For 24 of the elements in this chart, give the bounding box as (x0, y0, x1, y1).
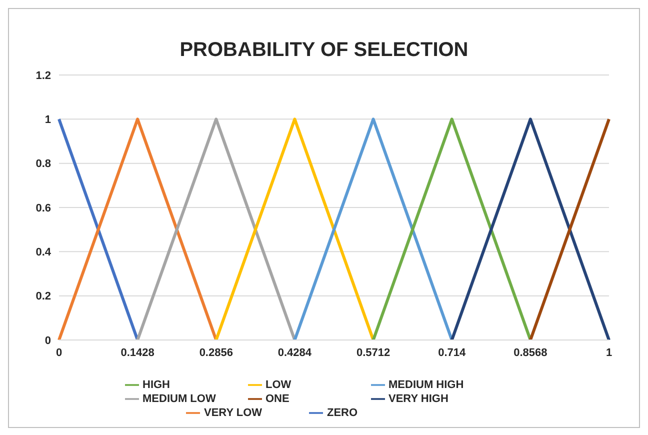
x-tick-label: 0.2856 (199, 346, 233, 359)
y-tick-label: 0 (44, 334, 51, 347)
chart-title: PROBABILITY OF SELECTION (178, 39, 470, 63)
y-tick-label: 0.2 (36, 290, 51, 303)
y-tick-label: 1 (44, 114, 51, 126)
legend-label: HIGH (142, 378, 171, 391)
x-tick-label: 0.8568 (514, 346, 548, 359)
legend-label: LOW (266, 378, 292, 391)
legend-label: VERY LOW (204, 406, 264, 419)
x-tick-label: 0.714 (438, 346, 466, 359)
x-tick-label: 0.1428 (120, 346, 154, 359)
y-tick-label: 1.2 (36, 70, 51, 82)
y-tick-label: 0.4 (36, 246, 52, 259)
y-tick-label: 0.8 (36, 158, 51, 170)
legend-label: VERY HIGH (388, 392, 450, 405)
x-tick-label: 0.5712 (356, 346, 390, 359)
legend-label: ZERO (327, 406, 359, 419)
y-tick-label: 0.6 (36, 202, 51, 214)
legend-label: MEDIUM HIGH (388, 378, 465, 391)
legend-label: ONE (266, 392, 290, 405)
legend-label: MEDIUM LOW (142, 392, 217, 405)
x-tick-label: 1 (606, 346, 612, 359)
x-tick-label: 0 (56, 346, 62, 359)
x-tick-label: 0.4284 (278, 346, 312, 359)
